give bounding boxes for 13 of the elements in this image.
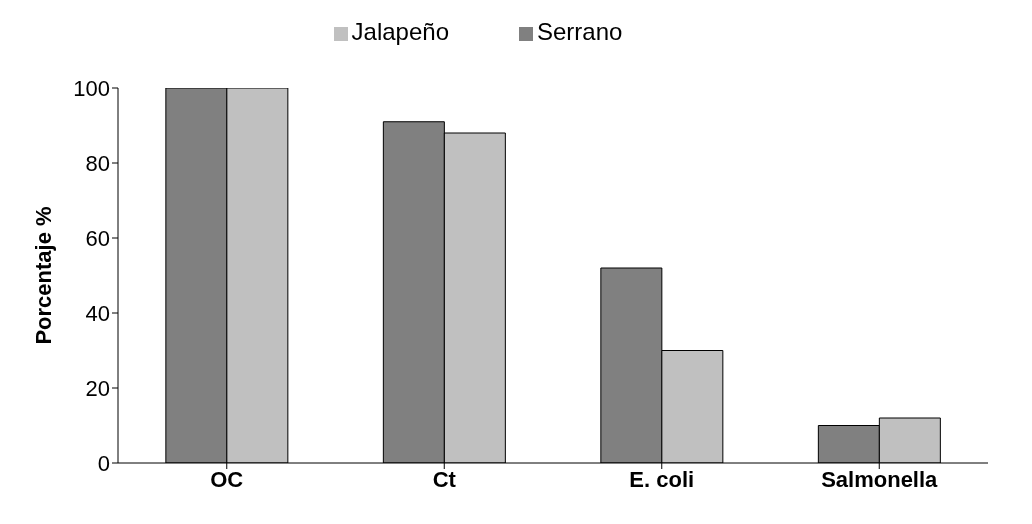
y-tick-label: 0 [97, 450, 110, 476]
y-tick-label: 100 [73, 75, 110, 101]
x-tick-label: OC [210, 466, 244, 492]
x-tick-label: Ct [432, 466, 457, 492]
x-tick-label: Salmonella [821, 466, 939, 492]
y-tick-label: 20 [85, 375, 110, 401]
y-axis-title: Porcentaje % [30, 206, 56, 345]
y-tick-label: 40 [85, 300, 110, 326]
y-tick-label: 80 [85, 150, 110, 176]
y-tick-label: 60 [85, 225, 110, 251]
x-tick-label: E. coli [629, 466, 695, 492]
legend-label: Jalapeño [351, 18, 450, 45]
legend-label: Serrano [537, 18, 623, 45]
